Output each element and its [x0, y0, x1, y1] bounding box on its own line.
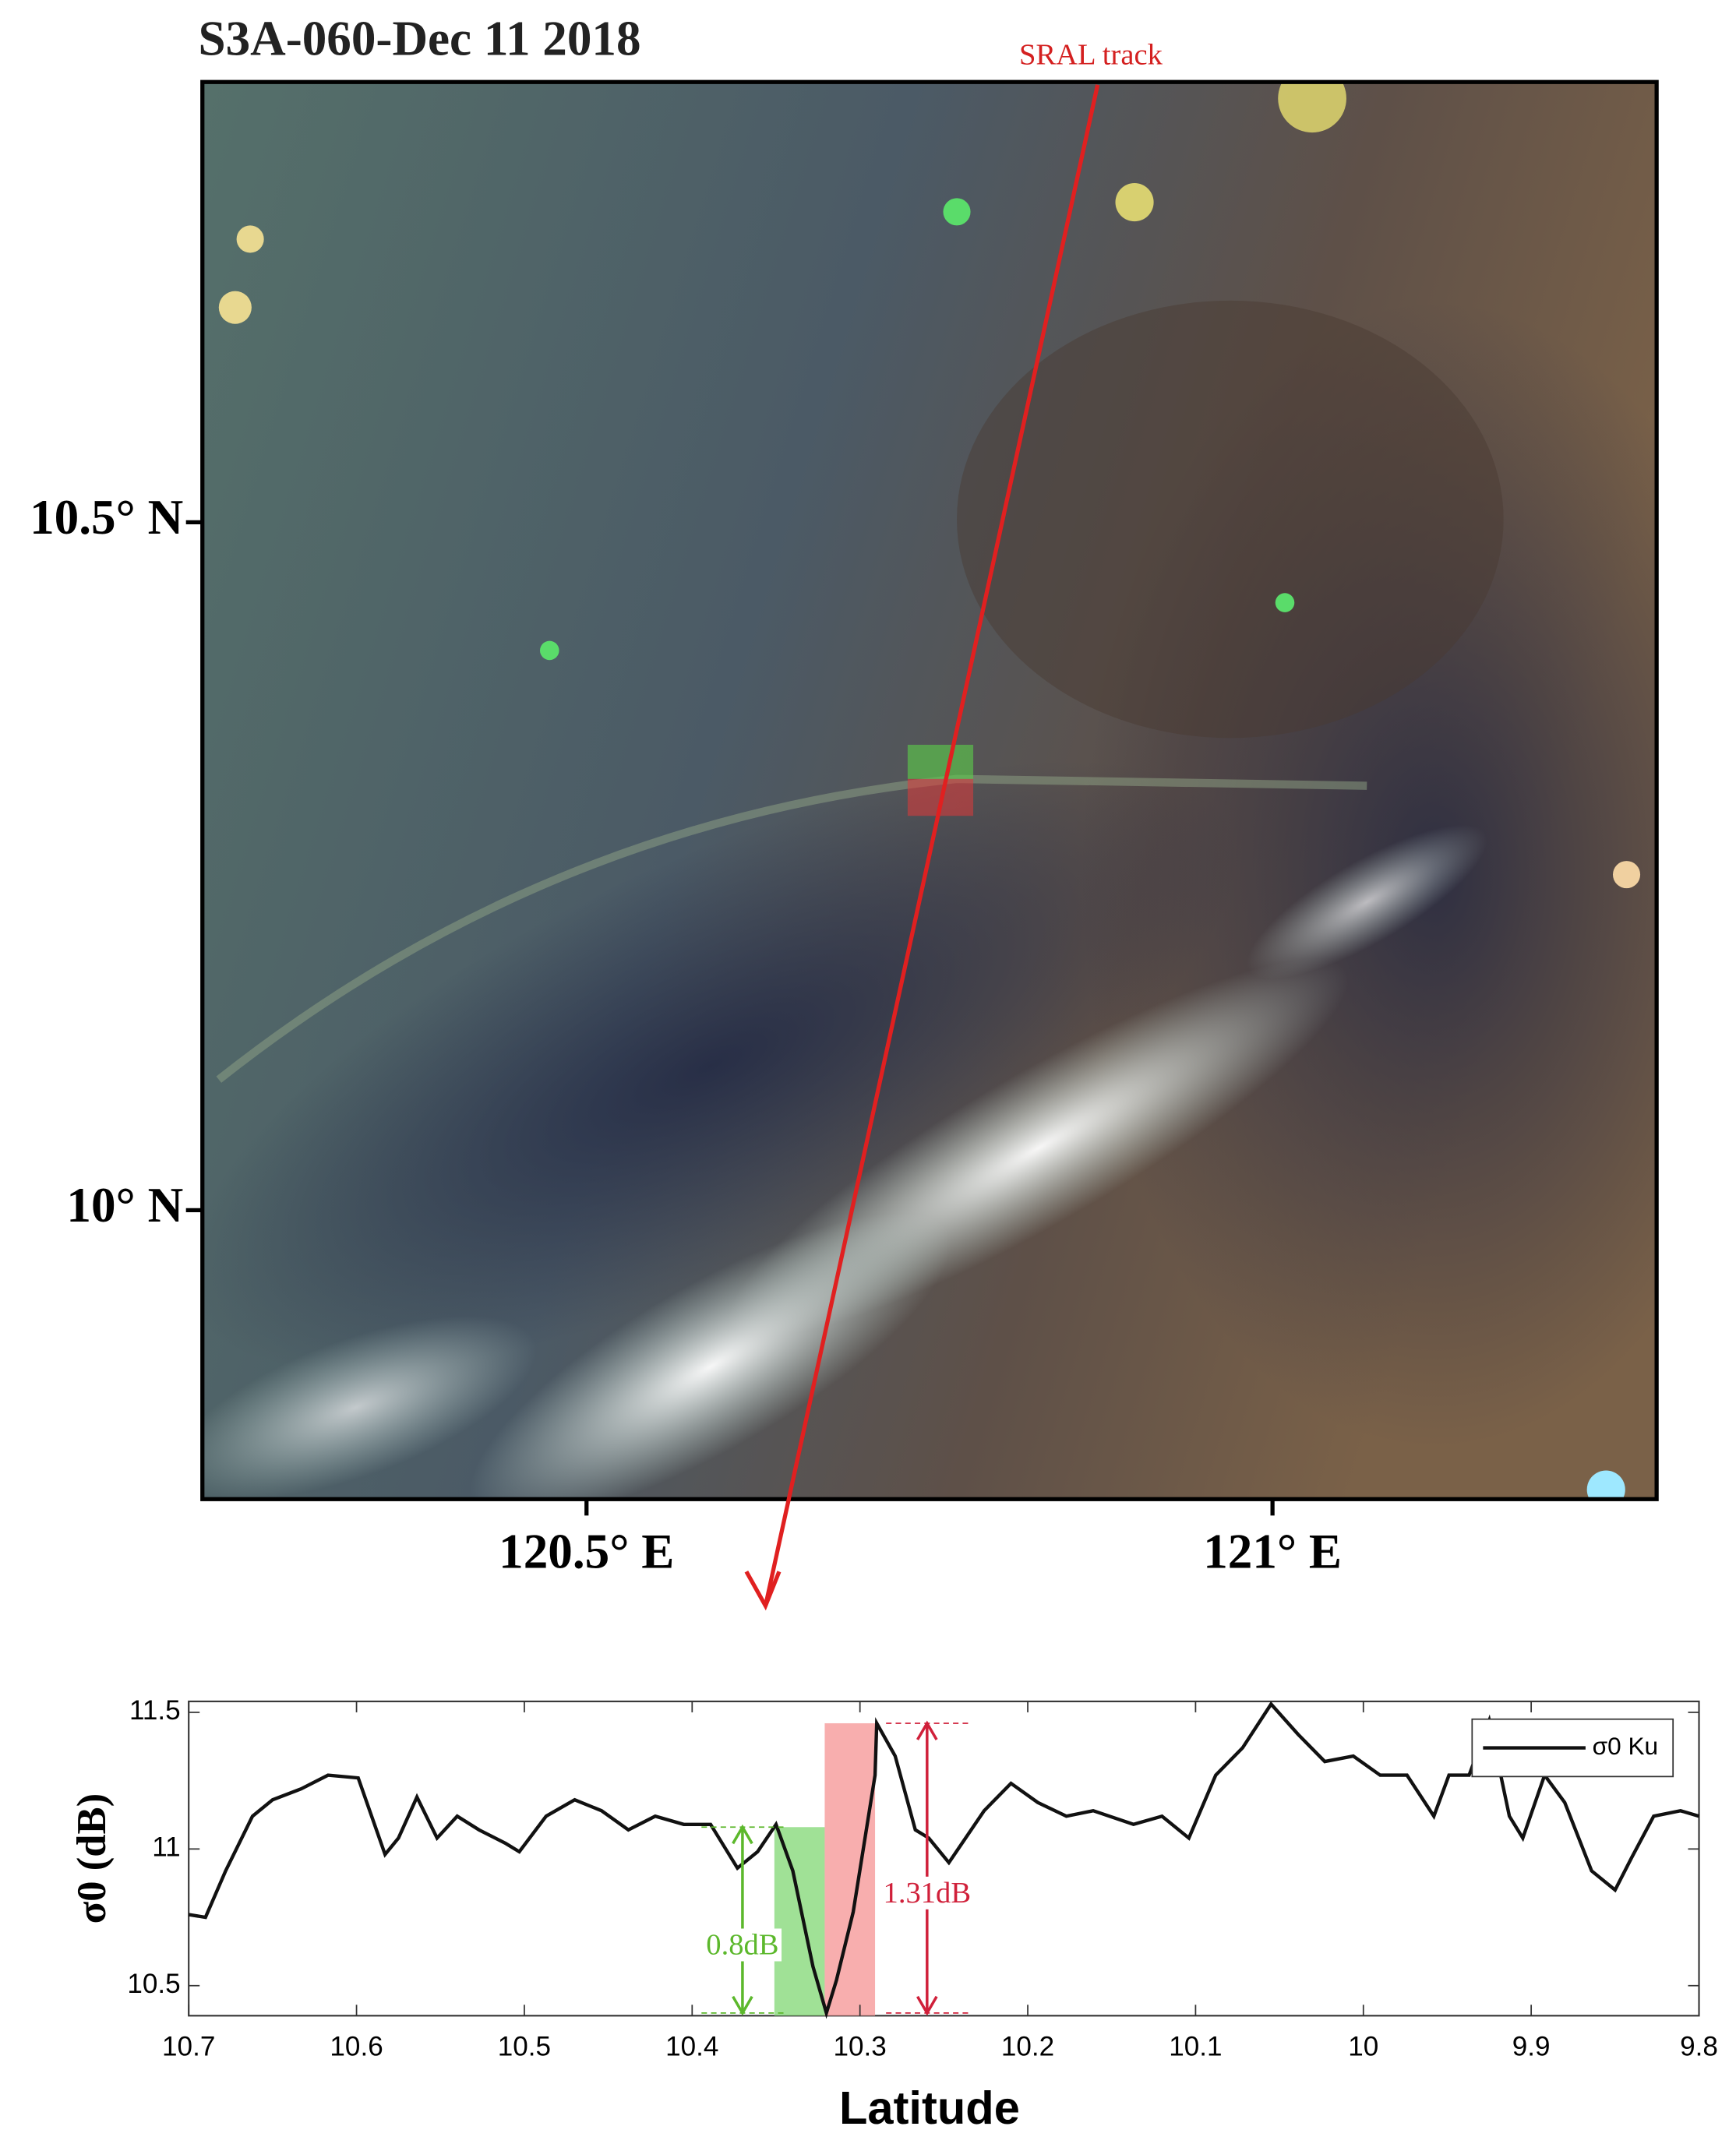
highlight-band	[774, 1827, 825, 2016]
sral-track	[744, 84, 1100, 1611]
track-line	[763, 84, 1100, 1606]
x-axis-label: Latitude	[839, 2082, 1020, 2134]
x-tick-label: 10.7	[162, 2032, 215, 2062]
x-tick-label: 10	[1348, 2032, 1378, 2062]
annotation-label: 0.8dB	[706, 1928, 778, 1961]
track-arrowhead	[744, 1570, 782, 1611]
label-bg	[703, 1928, 782, 1962]
y-tick-label: 10.5	[127, 1969, 180, 1999]
x-tick-label: 121° E	[1203, 1524, 1342, 1578]
map-frame	[200, 79, 1659, 1501]
label-bg	[880, 1876, 974, 1909]
y-tick-label: 11	[152, 1832, 180, 1863]
x-tick-label: 10.1	[1169, 2032, 1222, 2062]
x-tick-label: 10.4	[665, 2032, 718, 2062]
map-title: S3A-060-Dec 11 2018	[198, 12, 640, 66]
x-tick-label: 10.5	[498, 2032, 551, 2062]
legend-label: σ0 Ku	[1593, 1732, 1658, 1760]
annotation-label: 1.31dB	[884, 1877, 972, 1909]
highlight-band	[824, 1723, 876, 2016]
x-tick-label: 10.3	[834, 2032, 887, 2062]
y-tick-label: 10.5° N	[30, 490, 183, 545]
satellite-image	[202, 82, 1657, 1500]
x-tick-label: 10.6	[330, 2032, 383, 2062]
x-tick-label: 9.9	[1512, 2032, 1551, 2062]
y-axis-label: σ0 (dB)	[69, 1793, 115, 1924]
track-label: SRAL track	[1019, 39, 1163, 72]
series-line	[188, 1701, 1700, 2019]
y-tick-label: 11.5	[129, 1695, 181, 1726]
x-tick-label: 120.5° E	[499, 1524, 674, 1578]
x-tick-label: 9.8	[1680, 2032, 1718, 2062]
y-tick-label: 10° N	[66, 1178, 183, 1232]
x-tick-label: 10.2	[1001, 2032, 1054, 2062]
